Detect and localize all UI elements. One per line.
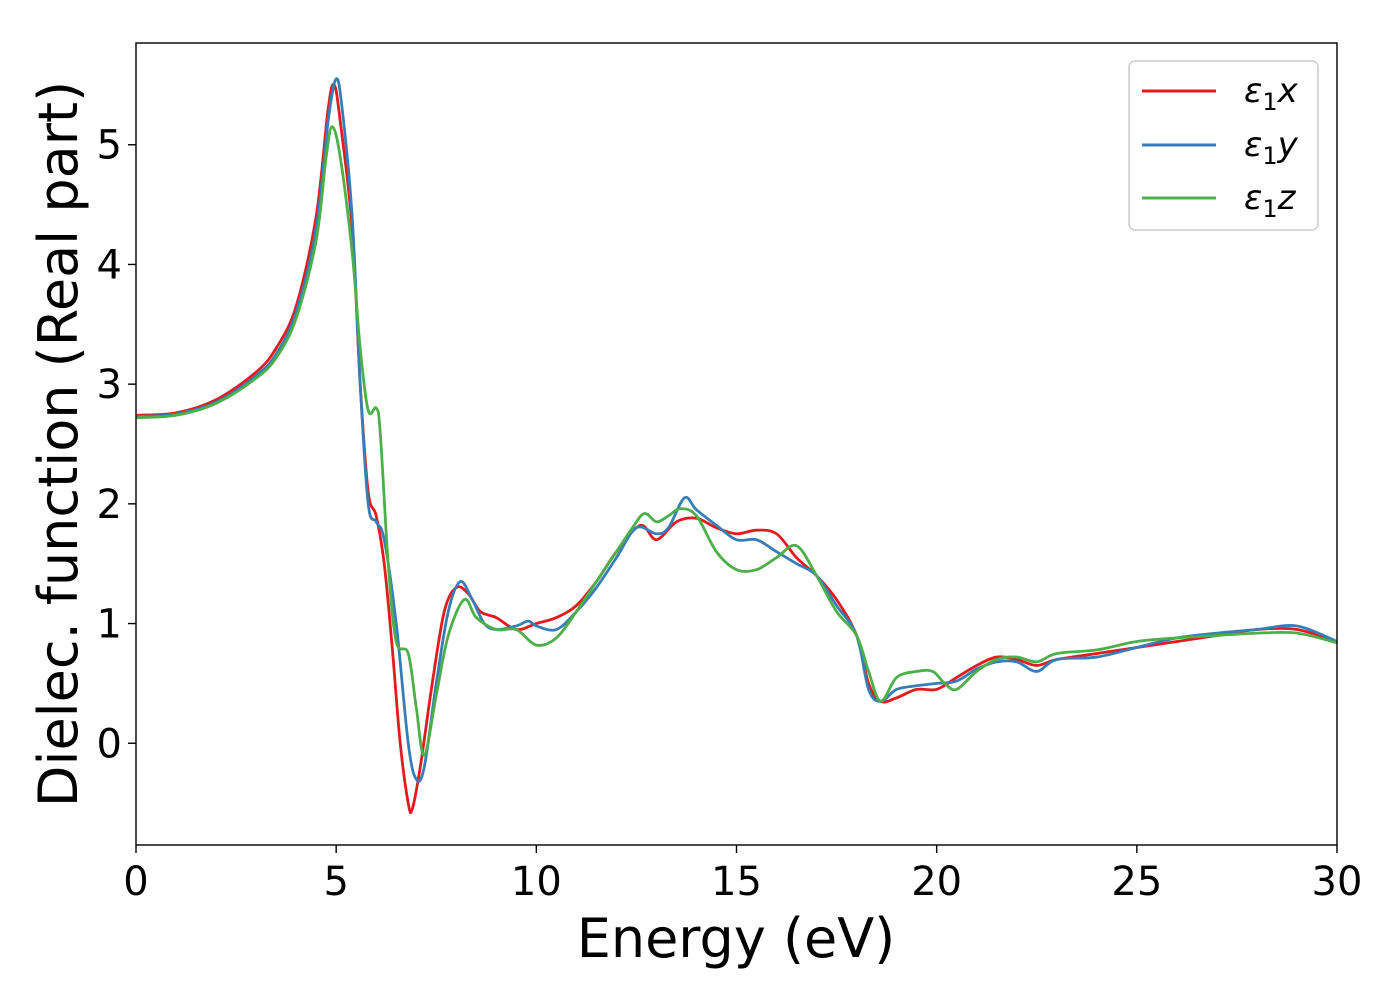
legend-entry-x: ε1x	[1142, 71, 1299, 116]
x-tick-label: 30	[1312, 859, 1363, 905]
x-tick-label: 15	[711, 859, 762, 905]
x-tick-label: 10	[511, 859, 562, 905]
series-line-z	[135, 125, 1338, 757]
x-tick-label: 20	[911, 859, 962, 905]
legend-entry-y: ε1y	[1142, 125, 1299, 170]
y-tick-label: 2	[97, 482, 122, 528]
y-tick-label: 5	[97, 123, 122, 169]
y-axis-title: Dielec. function (Real part)	[27, 81, 90, 807]
legend-frame	[1128, 60, 1319, 231]
y-tick-label: 0	[97, 721, 122, 767]
series-layer	[135, 77, 1338, 815]
y-tick-label: 1	[97, 602, 122, 648]
x-tick-label: 0	[123, 859, 148, 905]
legend-label-z: ε1z	[1244, 178, 1297, 223]
legend-label-y: ε1y	[1244, 125, 1299, 170]
y-tick-label: 3	[97, 362, 122, 408]
x-axis-title: Energy (eV)	[577, 907, 896, 970]
legend-entry-z: ε1z	[1142, 178, 1297, 223]
x-tick-label: 25	[1111, 859, 1162, 905]
x-tick-label: 5	[323, 859, 348, 905]
x-axis-ticks: 0 5 10 15 20 25 30	[123, 845, 1362, 905]
legend: ε1x ε1y ε1z	[1128, 60, 1319, 231]
y-tick-label: 4	[97, 242, 122, 288]
legend-label-x: ε1x	[1244, 71, 1299, 116]
y-axis-ticks: 0 1 2 3 4 5	[97, 123, 136, 767]
